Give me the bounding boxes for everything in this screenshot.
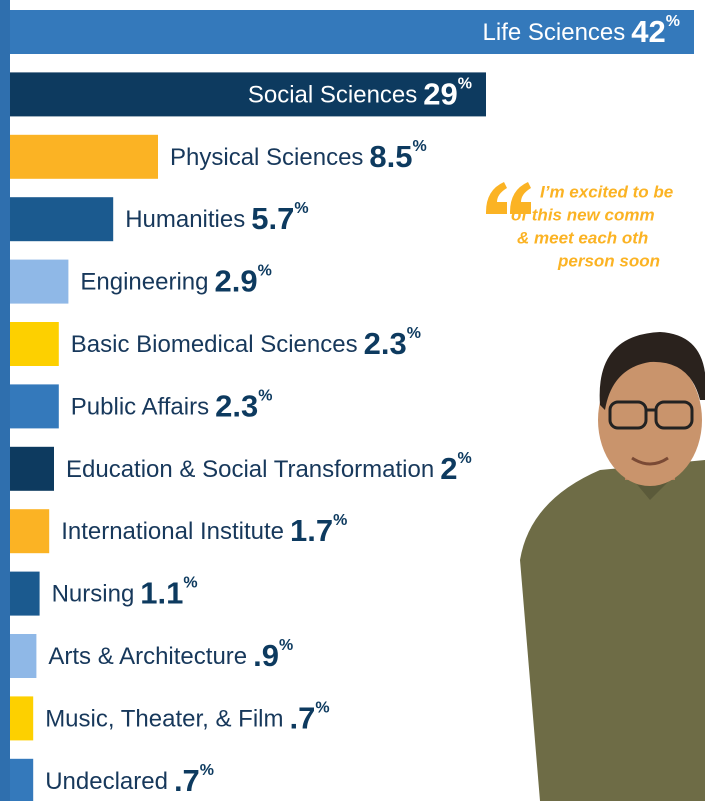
value-label: 29 (423, 77, 457, 112)
bar (10, 10, 694, 54)
bar (10, 634, 37, 678)
category-label: Humanities (125, 207, 245, 234)
quote-line: person soon (557, 251, 660, 270)
category-label: International Institute (61, 519, 284, 546)
unit-label: % (407, 325, 421, 342)
bar (10, 571, 40, 616)
value-label: 2 (440, 451, 457, 486)
value-label: .9 (253, 638, 279, 673)
quote-line: I’m excited to be (540, 182, 673, 201)
value-label: 2.3 (364, 326, 407, 361)
category-label: Basic Biomedical Sciences (71, 331, 358, 358)
value-label: 2.9 (215, 264, 258, 299)
unit-label: % (200, 762, 214, 779)
bar (10, 197, 114, 242)
quote-line: & meet each oth (517, 228, 648, 247)
bar (10, 446, 54, 491)
quote-mark (486, 182, 531, 214)
unit-label: % (333, 512, 347, 529)
category-label: Public Affairs (71, 394, 209, 421)
category-label: Education & Social Transformation (66, 456, 434, 483)
category-label: Social Sciences (248, 82, 417, 109)
value-label: 2.3 (215, 389, 258, 424)
unit-label: % (413, 138, 427, 155)
category-label: Undeclared (45, 768, 168, 795)
bar-label: Physical Sciences 8.5% (170, 138, 427, 174)
category-label: Physical Sciences (170, 144, 363, 171)
bar-label: Life Sciences 42% (483, 13, 680, 49)
value-label: 42 (631, 14, 665, 49)
unit-label: % (279, 637, 293, 654)
value-label: 1.1 (140, 576, 183, 611)
value-label: 8.5 (369, 139, 412, 174)
unit-label: % (294, 200, 308, 217)
unit-label: % (458, 76, 472, 93)
unit-label: % (457, 450, 471, 467)
unit-label: % (666, 13, 680, 30)
unit-label: % (183, 575, 197, 592)
category-label: Life Sciences (483, 19, 626, 46)
unit-label: % (315, 700, 329, 717)
bar-label: Arts & Architecture .9% (48, 637, 293, 673)
value-label: .7 (174, 763, 200, 798)
bar (10, 384, 59, 429)
category-label: Arts & Architecture (48, 643, 247, 670)
value-label: 5.7 (251, 201, 294, 236)
bar (10, 259, 69, 304)
bar-label: International Institute 1.7% (61, 512, 347, 548)
category-label: Music, Theater, & Film (45, 706, 283, 733)
bar-label: Social Sciences 29% (248, 76, 472, 112)
bar (10, 696, 34, 741)
bar-label: Nursing 1.1% (52, 575, 198, 611)
bar-label: Music, Theater, & Film .7% (45, 700, 329, 736)
unit-label: % (258, 263, 272, 280)
bar-label: Engineering 2.9% (80, 263, 271, 299)
unit-label: % (258, 388, 272, 405)
bar-label: Public Affairs 2.3% (71, 388, 273, 424)
bar (10, 322, 59, 366)
person-photo (520, 332, 705, 801)
bar-label: Education & Social Transformation 2% (66, 450, 472, 486)
category-label: Nursing (52, 581, 135, 608)
bar-label: Basic Biomedical Sciences 2.3% (71, 325, 421, 361)
side-strip (0, 0, 10, 801)
bar (10, 72, 486, 117)
category-label: Engineering (80, 269, 208, 296)
value-label: .7 (289, 701, 315, 736)
value-label: 1.7 (290, 513, 333, 548)
bar (10, 509, 50, 554)
bar-label: Undeclared .7% (45, 762, 214, 798)
bar-label: Humanities 5.7% (125, 200, 308, 236)
bar (10, 758, 34, 801)
quote-line: of this new comm (511, 205, 655, 224)
bar (10, 134, 158, 179)
